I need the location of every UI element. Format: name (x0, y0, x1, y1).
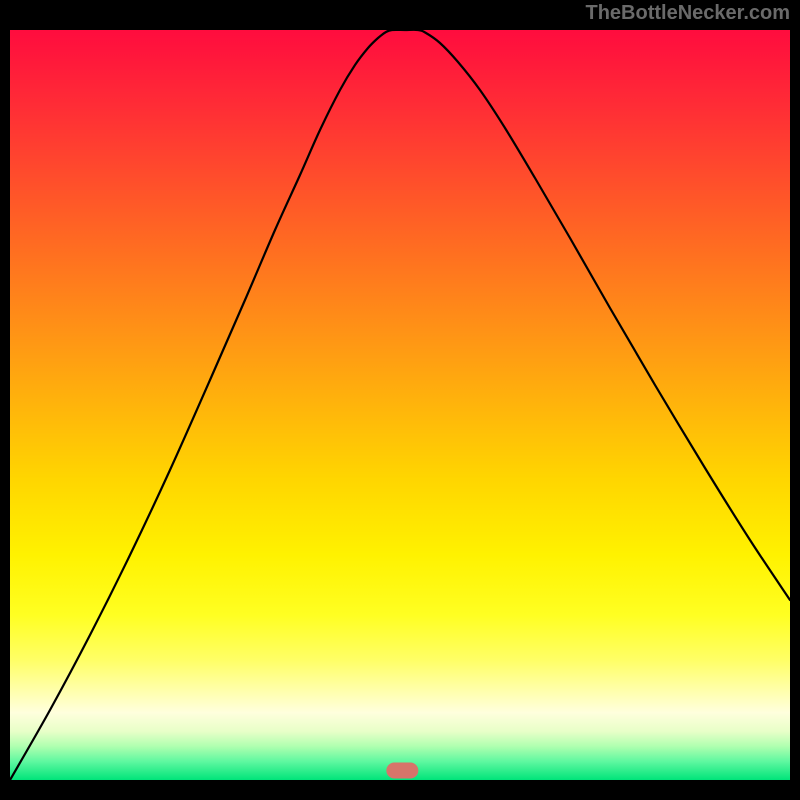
optimal-marker (386, 763, 418, 779)
plot-area (10, 30, 790, 780)
bottleneck-chart (0, 0, 800, 800)
chart-container: TheBottleNecker.com (0, 0, 800, 800)
watermark-text: TheBottleNecker.com (585, 2, 790, 25)
